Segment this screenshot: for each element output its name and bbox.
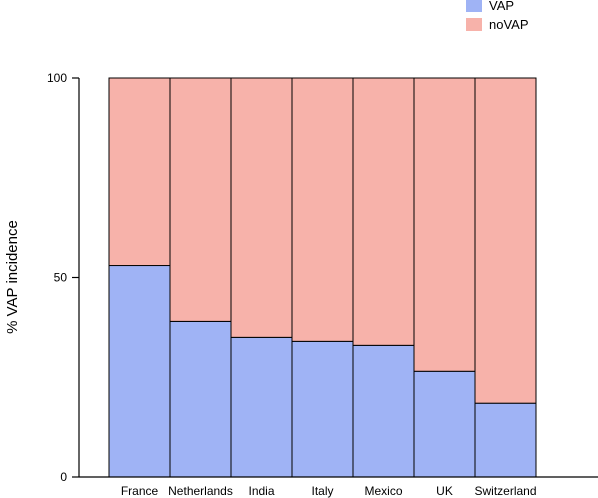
x-tick-labels: France Netherlands India Italy Mexico UK Switz… (121, 484, 537, 498)
legend-label-vap: VAP (489, 0, 514, 13)
bar-novap-uk (413, 77, 476, 372)
bar-vap-france (108, 265, 171, 478)
bar-novap-netherlands (169, 77, 232, 322)
legend-swatch-novap (466, 18, 482, 31)
bar-novap-mexico (352, 77, 415, 346)
x-tick-label-italy: Italy (311, 484, 333, 498)
bar-novap-italy (291, 77, 354, 342)
x-tick-label-mexico: Mexico (364, 484, 402, 498)
bar-vap-india (230, 336, 293, 478)
y-axis-title: % VAP incidence (4, 220, 21, 334)
bar-novap-france (108, 77, 171, 267)
bar-vap-netherlands (169, 320, 232, 478)
bar-vap-switzerland (474, 402, 537, 478)
x-tick-label-switzerland: Switzerland (474, 484, 536, 498)
legend: VAP noVAP (466, 0, 529, 32)
x-tick-label-france: France (121, 484, 159, 498)
bar-novap-switzerland (474, 77, 537, 404)
y-ticks: 0 50 100 (47, 71, 79, 484)
y-tick-label: 0 (60, 470, 67, 484)
y-tick-label: 100 (47, 71, 67, 85)
legend-swatch-vap (466, 0, 482, 12)
legend-label-novap: noVAP (489, 17, 529, 32)
bar-vap-mexico (352, 344, 415, 478)
x-tick-label-india: India (248, 484, 274, 498)
bar-novap-india (230, 77, 293, 338)
bar-vap-italy (291, 340, 354, 478)
x-tick-label-uk: UK (436, 484, 453, 498)
x-tick-label-netherlands: Netherlands (168, 484, 233, 498)
bars (108, 77, 537, 478)
bar-vap-uk (413, 370, 476, 478)
y-tick-label: 50 (54, 271, 68, 285)
